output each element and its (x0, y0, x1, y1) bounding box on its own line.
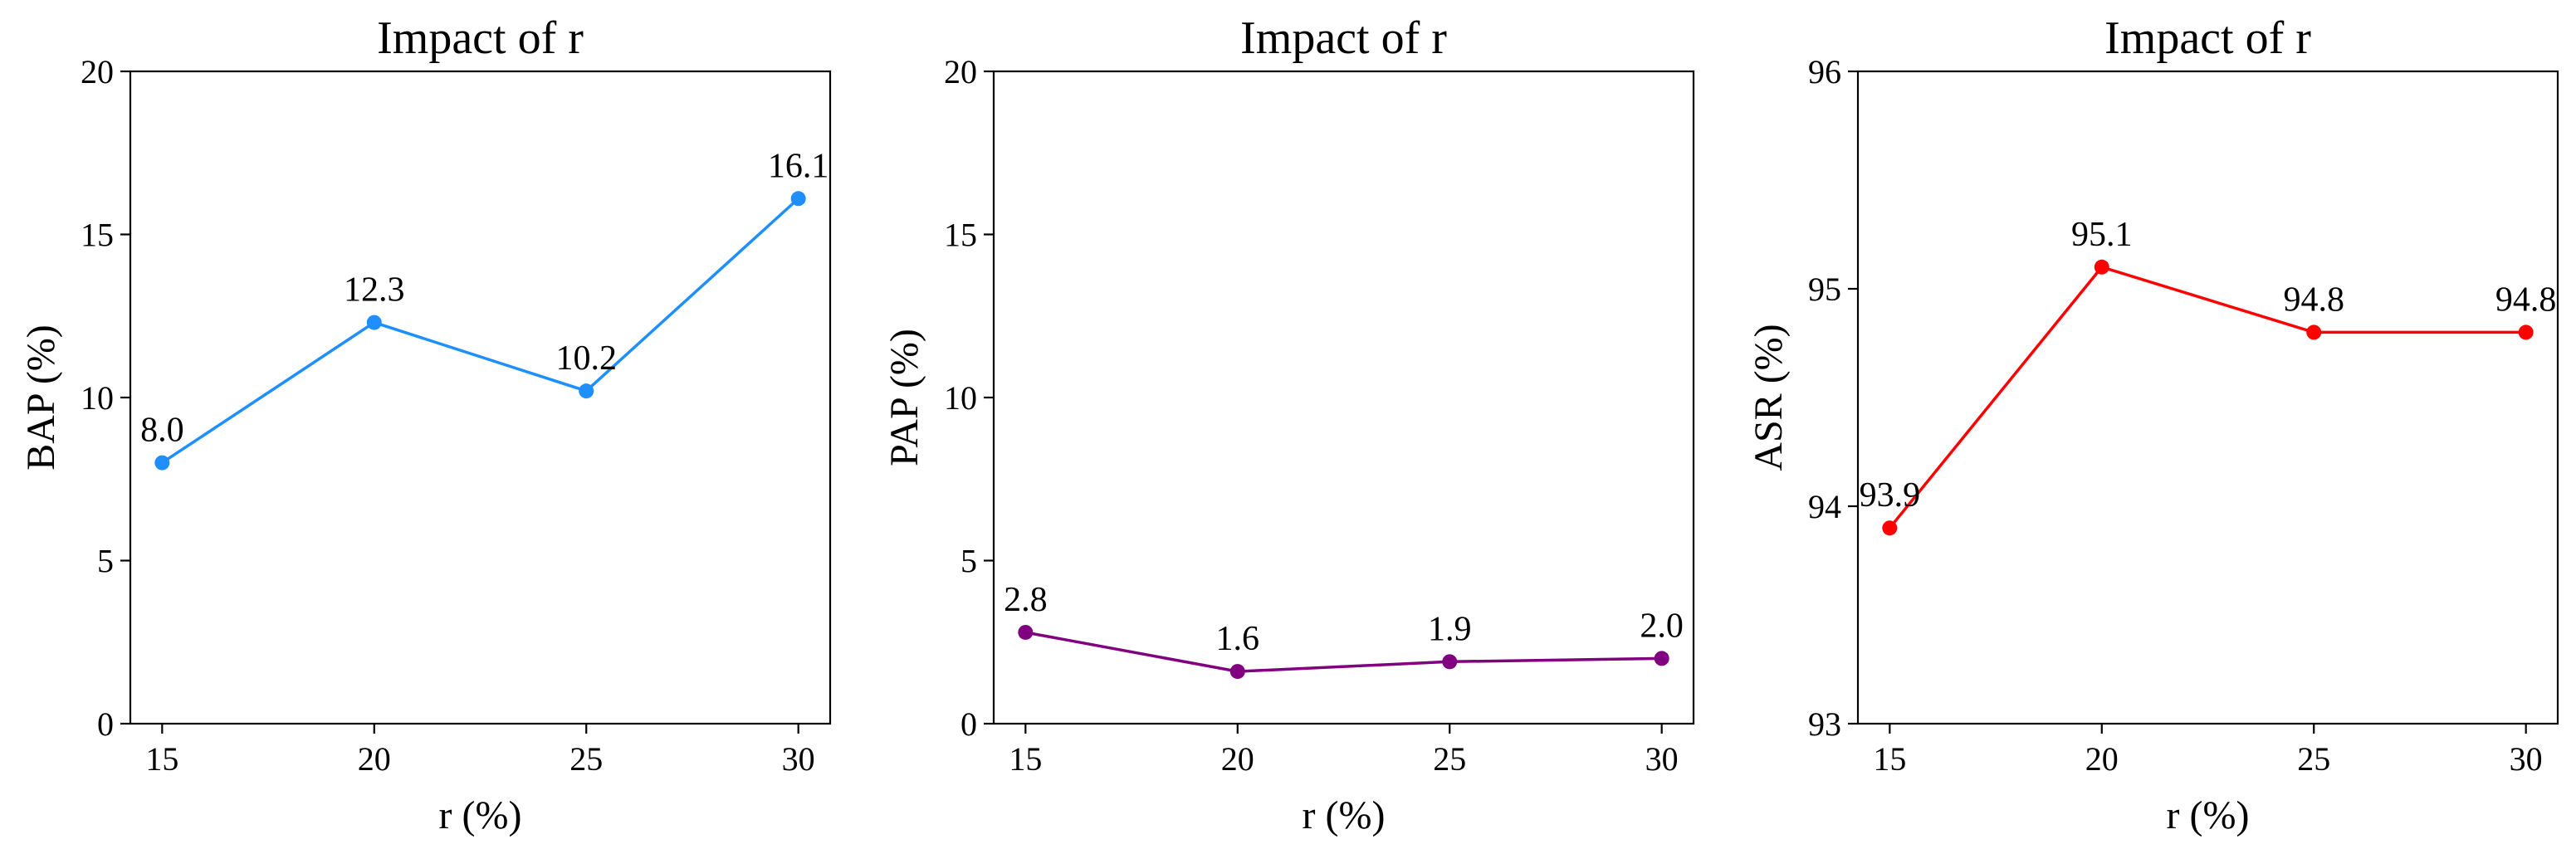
data-point (154, 455, 170, 471)
y-tick-label: 10 (944, 379, 977, 417)
y-tick-label: 20 (81, 53, 114, 90)
y-axis-label: BAP (%) (19, 324, 63, 471)
plot-frame (1856, 70, 2559, 725)
data-label: 10.2 (555, 339, 617, 378)
x-tick-label: 30 (1645, 740, 1679, 778)
x-tick-label: 15 (1873, 740, 1906, 778)
series-line (1888, 265, 2526, 529)
chart-title: Impact of r (2104, 12, 2311, 64)
data-point (1654, 651, 1669, 666)
series-line (1024, 631, 1662, 673)
y-tick-label: 10 (81, 379, 114, 417)
data-label: 94.8 (2495, 281, 2557, 319)
x-tick-label: 15 (1009, 740, 1042, 778)
x-tick-label: 25 (1433, 740, 1466, 778)
x-axis-label: r (%) (2167, 793, 2250, 837)
data-point (579, 383, 594, 399)
series-line (161, 198, 799, 465)
chart-title: Impact of r (377, 12, 584, 64)
x-tick-label: 25 (2297, 740, 2330, 778)
data-point (790, 191, 806, 207)
data-point (2518, 324, 2534, 340)
x-axis-label: r (%) (1303, 793, 1386, 837)
data-label: 95.1 (2071, 216, 2133, 254)
y-axis-label: ASR (%) (1747, 324, 1791, 471)
data-label: 93.9 (1860, 476, 1921, 515)
data-point (1018, 624, 1034, 640)
x-axis-label: r (%) (439, 793, 522, 837)
y-tick-label: 5 (961, 543, 977, 580)
chart-panel: Impact of r 15 20 25 30 93 94 95 96 r (%) ASR (%) 9… (1747, 12, 2559, 837)
y-tick-label: 0 (97, 705, 114, 743)
chart-title: Impact of r (1240, 12, 1447, 64)
data-label: 8.0 (140, 412, 184, 450)
x-tick-label: 30 (782, 740, 815, 778)
chart-panel: Impact of r 15 20 25 30 0 5 10 15 20 r (%) BAP (%) 8… (19, 12, 832, 837)
x-tick-label: 20 (358, 740, 391, 778)
y-tick-label: 0 (961, 705, 977, 743)
y-axis-label: PAP (%) (882, 329, 926, 466)
y-tick-label: 20 (944, 53, 977, 90)
data-label: 1.6 (1216, 620, 1260, 658)
data-point (2094, 259, 2109, 275)
data-label: 1.9 (1428, 610, 1472, 648)
y-tick-label: 95 (1808, 271, 1841, 308)
x-tick-label: 20 (2085, 740, 2119, 778)
y-tick-label: 94 (1808, 488, 1841, 525)
chart-panel: Impact of r 15 20 25 30 0 5 10 15 20 r (%) PAP (%) 2… (882, 12, 1695, 837)
y-tick-label: 5 (97, 543, 114, 580)
data-point (2306, 324, 2322, 340)
y-tick-label: 15 (944, 217, 977, 254)
data-label: 2.8 (1004, 581, 1048, 619)
data-label: 94.8 (2283, 281, 2344, 319)
x-tick-label: 20 (1221, 740, 1254, 778)
x-tick-label: 25 (569, 740, 603, 778)
plot-frame (129, 70, 832, 725)
data-point (366, 315, 382, 330)
data-point (1442, 654, 1458, 670)
data-point (1882, 520, 1898, 536)
y-tick-label: 93 (1808, 705, 1841, 743)
plot-frame (992, 70, 1695, 725)
data-label: 16.1 (768, 147, 829, 185)
data-point (1229, 664, 1245, 680)
x-tick-label: 30 (2510, 740, 2543, 778)
x-tick-label: 15 (145, 740, 178, 778)
data-label: 12.3 (344, 271, 405, 310)
y-tick-label: 15 (81, 217, 114, 254)
y-tick-label: 96 (1808, 53, 1841, 90)
data-label: 2.0 (1640, 607, 1684, 645)
